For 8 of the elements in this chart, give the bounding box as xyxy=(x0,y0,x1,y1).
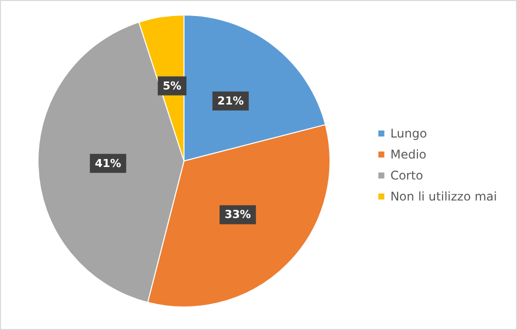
legend-label: Medio xyxy=(390,148,426,162)
legend-label: Lungo xyxy=(390,126,427,140)
data-label: 21% xyxy=(217,94,244,108)
data-label: 5% xyxy=(162,79,182,92)
data-label: 41% xyxy=(94,156,122,170)
data-label: 33% xyxy=(224,208,251,222)
legend-label: Corto xyxy=(390,168,424,182)
legend-label: Non li utilizzo mai xyxy=(390,190,498,204)
